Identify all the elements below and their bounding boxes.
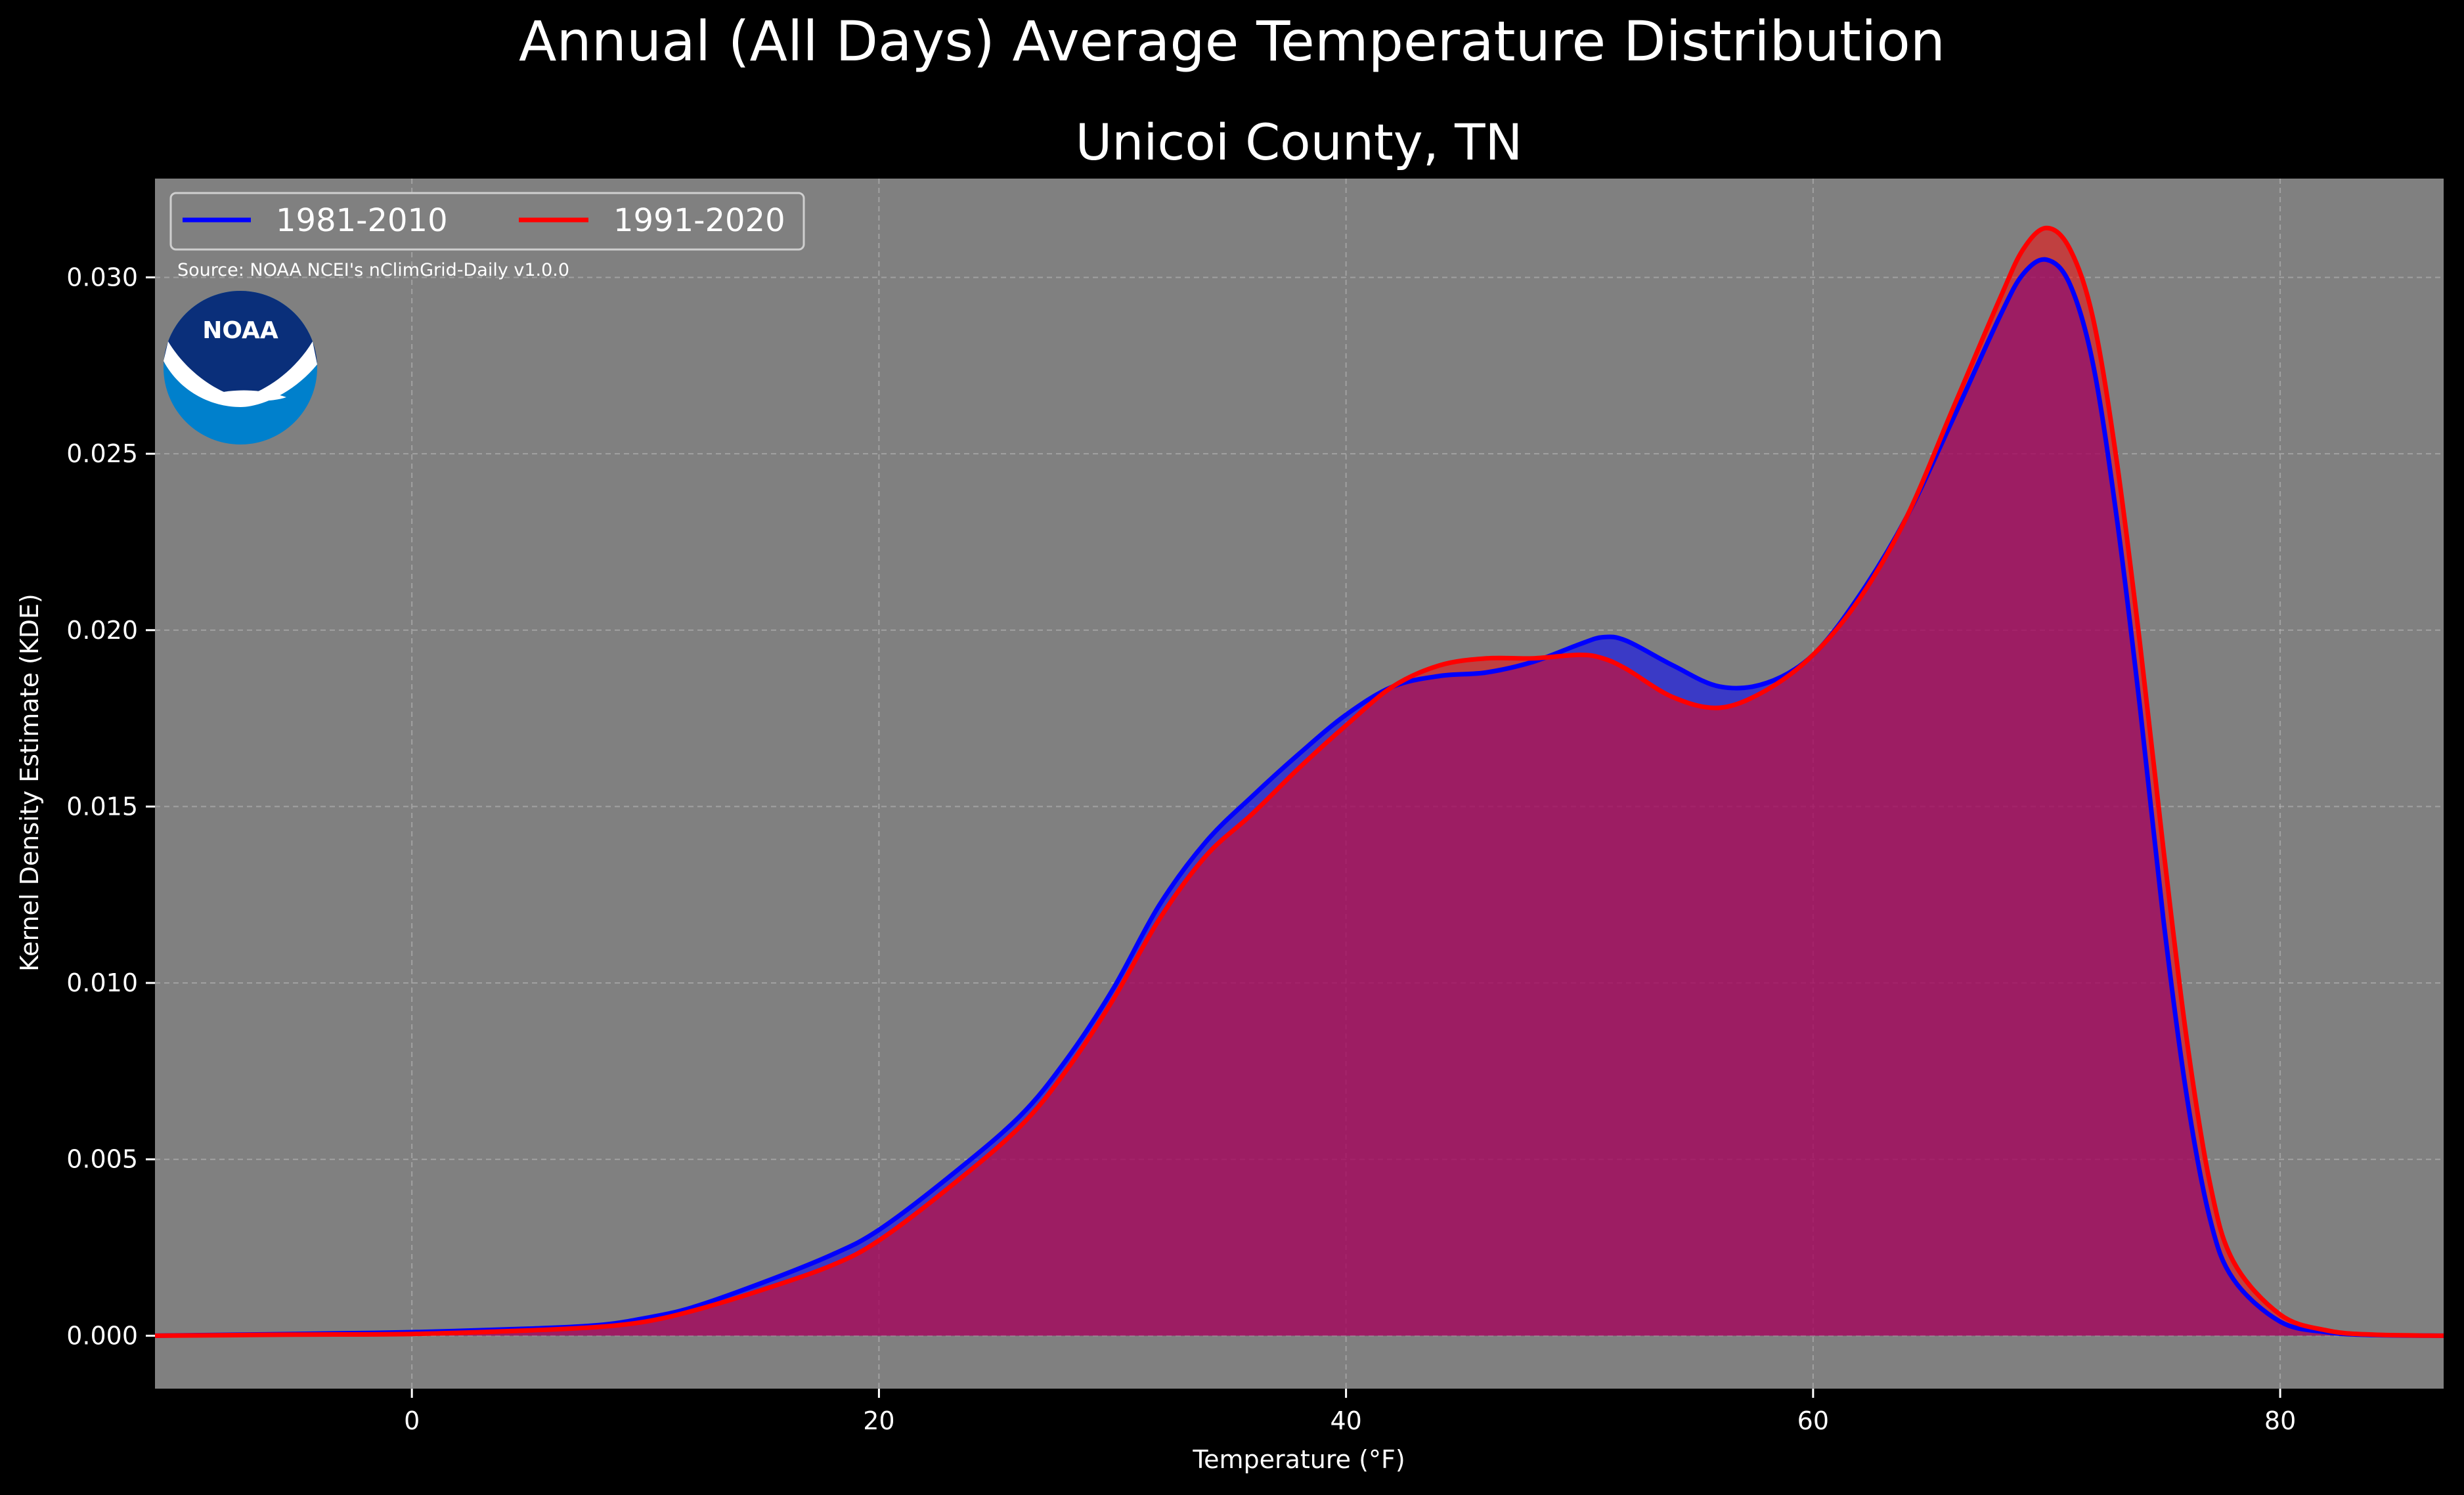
kde-fill-1991-2020 (155, 228, 2444, 1336)
chart-subtitle: Unicoi County, TN (1076, 113, 1523, 171)
y-axis-label: Kernel Density Estimate (KDE) (15, 594, 44, 972)
y-tick-label: 0.030 (66, 263, 138, 292)
y-tick-label: 0.020 (66, 616, 138, 645)
noaa-logo-text: NOAA (202, 317, 278, 344)
noaa-logo: NOAA (164, 291, 317, 444)
x-axis-ticks: 0 20 40 60 80 (404, 1389, 2296, 1435)
x-tick-label: 20 (863, 1406, 894, 1435)
x-tick-label: 80 (2264, 1406, 2296, 1435)
y-tick-label: 0.025 (66, 439, 138, 468)
kde-line-1981-2010 (154, 257, 2444, 1338)
y-tick-label: 0.015 (66, 792, 138, 821)
legend-frame (169, 192, 805, 251)
kde-lines (154, 225, 2444, 1338)
x-tick-label: 60 (1797, 1406, 1829, 1435)
x-tick-label: 40 (1330, 1406, 1361, 1435)
x-tick-label: 0 (404, 1406, 420, 1435)
chart-suptitle: Annual (All Days) Average Temperature Di… (519, 9, 1945, 74)
y-tick-label: 0.005 (66, 1145, 138, 1174)
kde-line-1991-2020 (154, 225, 2444, 1338)
y-axis-ticks: 0.000 0.005 0.010 0.015 0.020 0.025 0.030 (66, 263, 155, 1350)
y-tick-label: 0.000 (66, 1321, 138, 1350)
kde-fills (155, 228, 2444, 1336)
y-tick-label: 0.010 (66, 968, 138, 997)
legend-label-1991-2020: 1991-2020 (613, 202, 785, 239)
source-note: Source: NOAA NCEI's nClimGrid-Daily v1.0… (177, 260, 569, 280)
legend: 1981-2010 1991-2020 (169, 192, 805, 251)
legend-label-1981-2010: 1981-2010 (276, 202, 448, 239)
x-axis-label: Temperature (°F) (1192, 1445, 1405, 1474)
